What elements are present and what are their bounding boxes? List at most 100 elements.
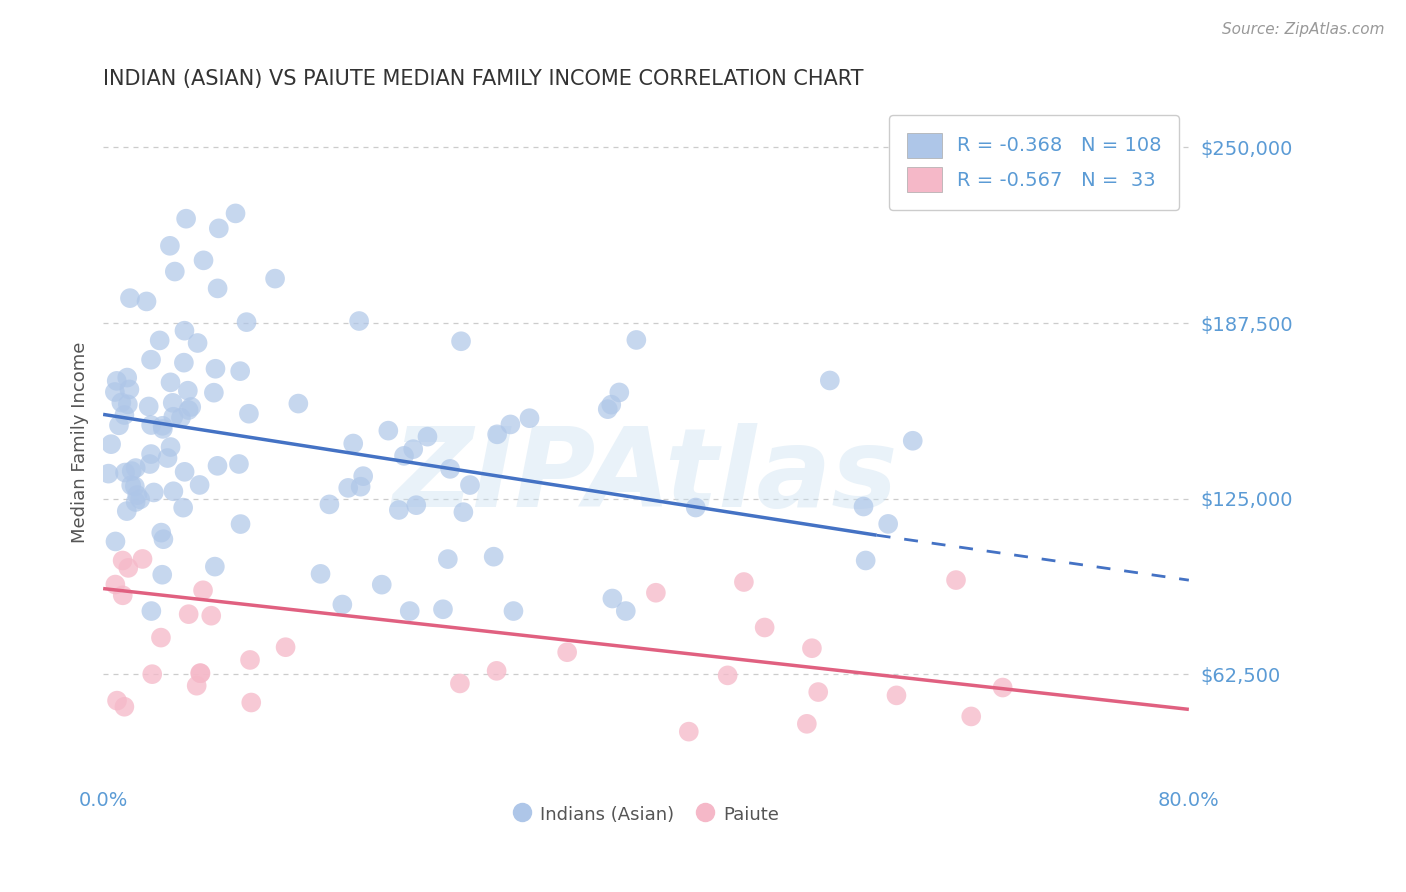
Point — [228, 457, 250, 471]
Point — [264, 271, 287, 285]
Point — [349, 480, 371, 494]
Point — [139, 457, 162, 471]
Point — [174, 211, 197, 226]
Point — [337, 481, 360, 495]
Point — [886, 689, 908, 703]
Point — [127, 488, 149, 502]
Point — [450, 334, 472, 349]
Point — [139, 352, 162, 367]
Point — [124, 495, 146, 509]
Point — [115, 504, 138, 518]
Point — [458, 478, 481, 492]
Point — [342, 436, 364, 450]
Point — [377, 424, 399, 438]
Point — [152, 422, 174, 436]
Point — [110, 395, 132, 409]
Point — [114, 466, 136, 480]
Point — [240, 696, 263, 710]
Point — [115, 370, 138, 384]
Point — [200, 608, 222, 623]
Point — [796, 716, 818, 731]
Point — [97, 467, 120, 481]
Point — [347, 314, 370, 328]
Point — [173, 324, 195, 338]
Point — [104, 534, 127, 549]
Point — [105, 374, 128, 388]
Point — [388, 503, 411, 517]
Point — [453, 505, 475, 519]
Point — [125, 461, 148, 475]
Point — [202, 385, 225, 400]
Point — [733, 574, 755, 589]
Point — [229, 517, 252, 532]
Point — [191, 583, 214, 598]
Point — [173, 465, 195, 479]
Point — [318, 497, 340, 511]
Point — [193, 253, 215, 268]
Point — [402, 442, 425, 457]
Point — [207, 458, 229, 473]
Point — [159, 376, 181, 390]
Point — [173, 356, 195, 370]
Point — [124, 479, 146, 493]
Point — [607, 385, 630, 400]
Point — [131, 552, 153, 566]
Point — [855, 553, 877, 567]
Point — [190, 666, 212, 681]
Point — [187, 336, 209, 351]
Point — [105, 693, 128, 707]
Point — [309, 566, 332, 581]
Point — [135, 294, 157, 309]
Point — [330, 598, 353, 612]
Point — [177, 403, 200, 417]
Point — [398, 604, 420, 618]
Point — [142, 485, 165, 500]
Point — [138, 400, 160, 414]
Point — [499, 417, 522, 432]
Point — [818, 374, 841, 388]
Point — [177, 384, 200, 398]
Point — [596, 402, 619, 417]
Point — [371, 577, 394, 591]
Point — [111, 553, 134, 567]
Text: INDIAN (ASIAN) VS PAIUTE MEDIAN FAMILY INCOME CORRELATION CHART: INDIAN (ASIAN) VS PAIUTE MEDIAN FAMILY I… — [103, 69, 863, 88]
Point — [239, 653, 262, 667]
Point — [960, 709, 983, 723]
Point — [150, 525, 173, 540]
Point — [449, 676, 471, 690]
Point — [685, 500, 707, 515]
Point — [180, 400, 202, 414]
Point — [104, 577, 127, 591]
Point — [901, 434, 924, 448]
Point — [141, 667, 163, 681]
Point — [485, 664, 508, 678]
Point — [162, 409, 184, 424]
Point — [108, 418, 131, 433]
Point — [188, 666, 211, 681]
Point — [141, 604, 163, 618]
Point — [100, 437, 122, 451]
Point — [139, 447, 162, 461]
Point — [120, 478, 142, 492]
Point — [112, 699, 135, 714]
Point — [644, 585, 666, 599]
Point — [162, 396, 184, 410]
Point — [416, 430, 439, 444]
Point — [238, 407, 260, 421]
Point — [800, 641, 823, 656]
Point — [392, 449, 415, 463]
Point — [150, 567, 173, 582]
Point — [152, 532, 174, 546]
Y-axis label: Median Family Income: Median Family Income — [72, 342, 89, 543]
Point — [172, 500, 194, 515]
Point — [754, 620, 776, 634]
Point — [274, 640, 297, 655]
Point — [117, 561, 139, 575]
Point — [852, 500, 875, 514]
Point — [614, 604, 637, 618]
Point — [877, 516, 900, 531]
Point — [991, 681, 1014, 695]
Point — [432, 602, 454, 616]
Point — [118, 291, 141, 305]
Text: Source: ZipAtlas.com: Source: ZipAtlas.com — [1222, 22, 1385, 37]
